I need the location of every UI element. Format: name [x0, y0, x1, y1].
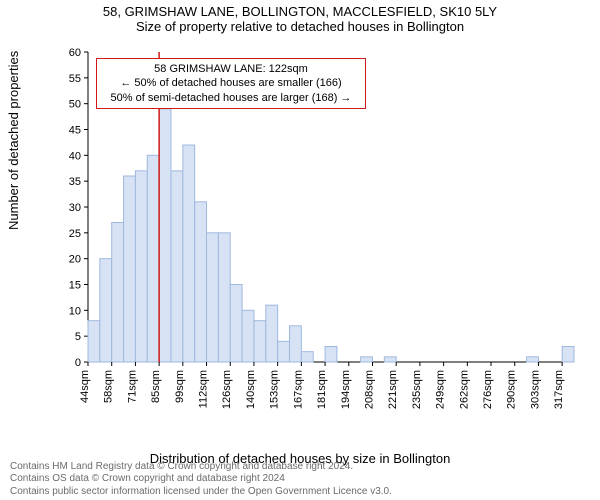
- svg-text:194sqm: 194sqm: [340, 370, 352, 409]
- svg-text:221sqm: 221sqm: [387, 370, 399, 409]
- svg-text:276sqm: 276sqm: [482, 370, 494, 409]
- annotation-line1: 58 GRIMSHAW LANE: 122sqm: [103, 62, 359, 76]
- svg-text:303sqm: 303sqm: [529, 370, 541, 409]
- svg-text:99sqm: 99sqm: [174, 370, 186, 403]
- svg-text:20: 20: [69, 254, 81, 266]
- svg-text:60: 60: [69, 48, 81, 59]
- svg-text:71sqm: 71sqm: [126, 370, 138, 403]
- title-area: 58, GRIMSHAW LANE, BOLLINGTON, MACCLESFI…: [0, 0, 600, 34]
- annotation-line3: 50% of semi-detached houses are larger (…: [103, 91, 359, 105]
- svg-text:25: 25: [69, 228, 81, 240]
- svg-text:235sqm: 235sqm: [411, 370, 423, 409]
- page: 58, GRIMSHAW LANE, BOLLINGTON, MACCLESFI…: [0, 0, 600, 500]
- svg-text:44sqm: 44sqm: [79, 370, 91, 403]
- svg-text:112sqm: 112sqm: [198, 370, 210, 408]
- svg-text:45: 45: [69, 125, 81, 137]
- y-axis-label: Number of detached properties: [6, 51, 21, 230]
- footer: Contains HM Land Registry data © Crown c…: [10, 461, 392, 499]
- svg-text:85sqm: 85sqm: [150, 370, 162, 403]
- footer-line1: Contains HM Land Registry data © Crown c…: [10, 461, 392, 474]
- footer-line2: Contains OS data © Crown copyright and d…: [10, 473, 392, 486]
- svg-text:181sqm: 181sqm: [316, 370, 328, 409]
- annotation-line2: ← 50% of detached houses are smaller (16…: [103, 76, 359, 90]
- svg-text:5: 5: [75, 331, 81, 343]
- svg-text:10: 10: [69, 305, 81, 317]
- svg-text:50: 50: [69, 99, 81, 111]
- svg-text:249sqm: 249sqm: [435, 370, 447, 409]
- svg-text:317sqm: 317sqm: [553, 370, 565, 409]
- svg-text:153sqm: 153sqm: [269, 370, 281, 409]
- svg-text:35: 35: [69, 176, 81, 188]
- svg-text:58sqm: 58sqm: [103, 370, 115, 403]
- svg-text:262sqm: 262sqm: [458, 370, 470, 409]
- title-main: 58, GRIMSHAW LANE, BOLLINGTON, MACCLESFI…: [0, 4, 600, 19]
- chart-area: 0 5 10 15 20 25 30 35 40 45 50 55 60 44sqm 58sqm 71sqm 8…: [60, 48, 580, 418]
- annotation-box: 58 GRIMSHAW LANE: 122sqm ← 50% of detach…: [96, 58, 366, 109]
- svg-text:208sqm: 208sqm: [363, 370, 375, 409]
- svg-text:126sqm: 126sqm: [221, 370, 233, 409]
- svg-text:40: 40: [69, 150, 81, 162]
- svg-text:15: 15: [69, 280, 81, 292]
- footer-line3: Contains public sector information licen…: [10, 486, 392, 499]
- svg-text:140sqm: 140sqm: [245, 370, 257, 409]
- title-sub: Size of property relative to detached ho…: [0, 19, 600, 34]
- svg-text:30: 30: [69, 202, 81, 214]
- svg-text:290sqm: 290sqm: [506, 370, 518, 409]
- svg-text:167sqm: 167sqm: [292, 370, 304, 409]
- svg-text:0: 0: [75, 357, 81, 369]
- svg-text:55: 55: [69, 73, 81, 85]
